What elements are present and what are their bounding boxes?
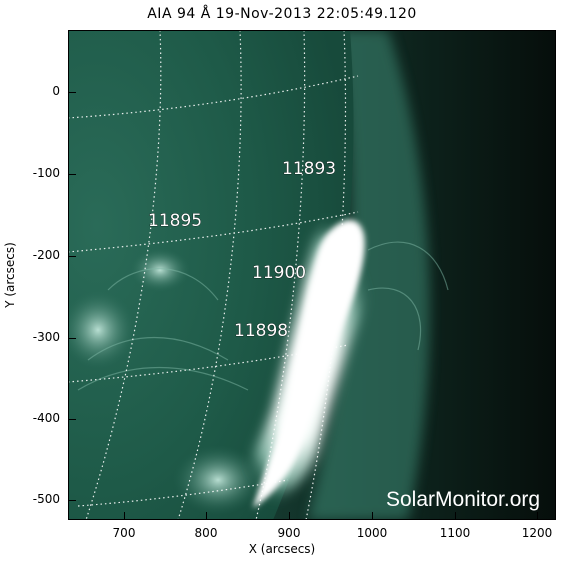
image-title: AIA 94 Å 19-Nov-2013 22:05:49.120 xyxy=(147,6,417,22)
x-tick-label: 800 xyxy=(194,526,218,540)
x-tick-mark xyxy=(124,512,125,520)
x-tick-mark xyxy=(372,512,373,520)
heliographic-grid xyxy=(68,30,359,520)
y-tick-label: 0 xyxy=(52,84,60,98)
y-tick-mark xyxy=(68,174,76,175)
y-tick-label: -200 xyxy=(32,248,60,262)
y-tick-mark xyxy=(68,500,76,501)
solar-image: 11893 11895 11900 11898 SolarMonitor.org xyxy=(68,30,556,520)
x-tick-mark xyxy=(537,512,538,520)
y-tick-label: -100 xyxy=(32,166,60,180)
x-tick-label: 1000 xyxy=(356,526,388,540)
x-tick-label: 1100 xyxy=(439,526,471,540)
region-label: 11895 xyxy=(148,211,202,231)
solar-image-panel: 11893 11895 11900 11898 SolarMonitor.org xyxy=(68,30,556,520)
region-label: 11898 xyxy=(234,321,288,341)
y-tick-mark xyxy=(68,256,76,257)
x-tick-label: 900 xyxy=(277,526,301,540)
x-axis-label: X (arcsecs) xyxy=(248,542,316,556)
y-tick-mark xyxy=(68,338,76,339)
x-tick-mark xyxy=(206,512,207,520)
region-label: 11900 xyxy=(252,263,306,283)
flare-core xyxy=(253,220,365,508)
west-loops-glow xyxy=(68,290,136,370)
region-label: 11893 xyxy=(282,159,336,179)
y-tick-mark xyxy=(68,419,76,420)
x-tick-label: 700 xyxy=(112,526,136,540)
x-tick-mark xyxy=(289,512,290,520)
x-tick-mark xyxy=(455,512,456,520)
coronal-loops xyxy=(77,241,449,391)
y-axis-label: Y (arcsecs) xyxy=(3,242,17,308)
y-tick-label: -400 xyxy=(32,411,60,425)
y-tick-label: -500 xyxy=(32,492,60,506)
y-tick-label: -300 xyxy=(32,330,60,344)
watermark-text: SolarMonitor.org xyxy=(386,488,540,511)
y-tick-mark xyxy=(68,92,76,93)
x-tick-label: 1200 xyxy=(521,526,553,540)
region-11895-glow xyxy=(130,248,190,292)
